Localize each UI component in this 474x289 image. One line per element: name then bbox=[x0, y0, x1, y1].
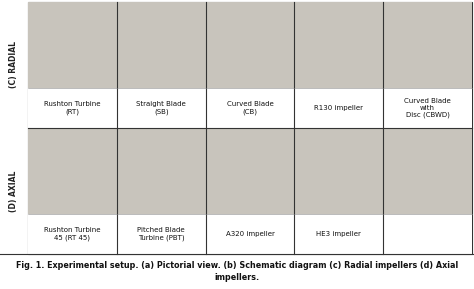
Bar bbox=[28, 214, 117, 254]
Bar bbox=[117, 214, 206, 254]
Text: (D) AXIAL: (D) AXIAL bbox=[9, 170, 18, 212]
Bar bbox=[28, 88, 117, 128]
Bar bbox=[206, 214, 294, 254]
Bar bbox=[383, 88, 472, 128]
Text: HE3 impeller: HE3 impeller bbox=[316, 231, 361, 237]
Text: Fig. 1. Experimental setup. (a) Pictorial view. (b) Schematic diagram (c) Radial: Fig. 1. Experimental setup. (a) Pictoria… bbox=[16, 262, 458, 281]
Bar bbox=[294, 214, 383, 254]
Bar bbox=[294, 128, 383, 214]
Text: Pitched Blade
Turbine (PBT): Pitched Blade Turbine (PBT) bbox=[137, 227, 185, 240]
Bar bbox=[117, 88, 206, 128]
Text: (C) RADIAL: (C) RADIAL bbox=[9, 42, 18, 88]
Text: Rushton Turbine
(RT): Rushton Turbine (RT) bbox=[44, 101, 100, 115]
Bar bbox=[28, 2, 117, 88]
Bar bbox=[294, 2, 383, 88]
Text: Curved Blade
with
Disc (CBWD): Curved Blade with Disc (CBWD) bbox=[404, 98, 451, 118]
Bar bbox=[206, 2, 294, 88]
Text: R130 impeller: R130 impeller bbox=[314, 105, 363, 111]
Text: A320 impeller: A320 impeller bbox=[226, 231, 274, 237]
Bar bbox=[28, 2, 472, 254]
Bar bbox=[383, 214, 472, 254]
Bar bbox=[294, 88, 383, 128]
Text: Curved Blade
(CB): Curved Blade (CB) bbox=[227, 101, 273, 115]
Text: Straight Blade
(SB): Straight Blade (SB) bbox=[137, 101, 186, 115]
Bar bbox=[117, 128, 206, 214]
Bar bbox=[206, 88, 294, 128]
Bar bbox=[28, 128, 117, 214]
Text: Rushton Turbine
45 (RT 45): Rushton Turbine 45 (RT 45) bbox=[44, 227, 100, 240]
Bar bbox=[383, 128, 472, 214]
Bar bbox=[117, 2, 206, 88]
Bar bbox=[383, 2, 472, 88]
Bar bbox=[206, 128, 294, 214]
